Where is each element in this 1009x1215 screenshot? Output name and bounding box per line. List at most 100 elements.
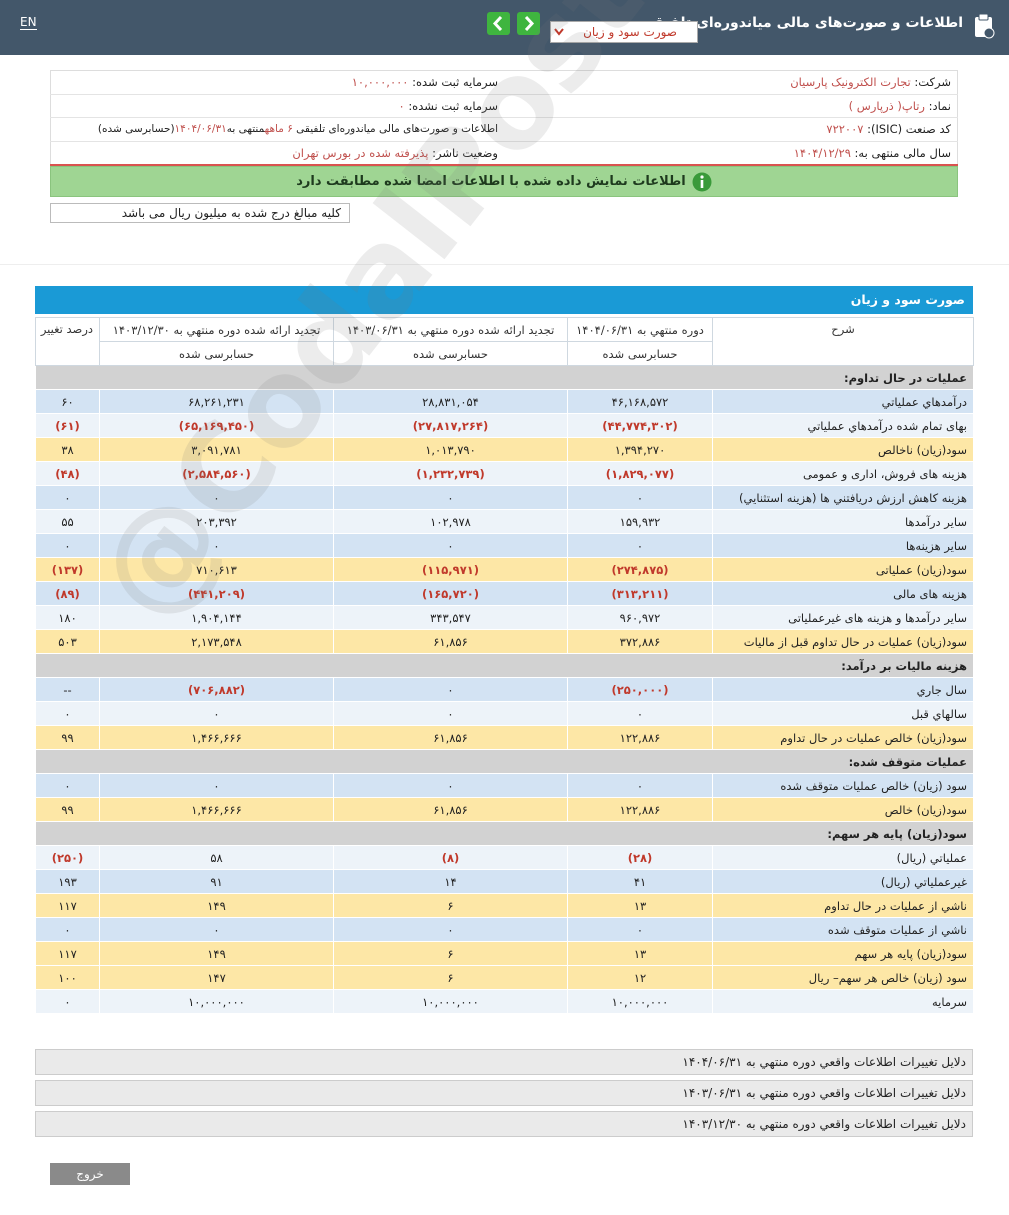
next-button[interactable] [517, 12, 540, 35]
cell-value: ۰ [35, 701, 100, 726]
data-row: عملياتي (ريال) (۲۸) (۸) ۵۸ (۲۵۰) [35, 845, 974, 870]
row-label: سود(زيان) پايه هر سهم [712, 941, 974, 966]
row-label: سرمايه [712, 989, 974, 1014]
cell-value: ۰ [333, 773, 568, 798]
label: وضعیت ناشر: [432, 145, 498, 160]
cell-value: ۶۸,۲۶۱,۲۳۱ [99, 389, 334, 414]
cell-value: ۰ [99, 917, 334, 942]
cell-value: ۱۳ [567, 941, 713, 966]
data-row: سود (زيان) خالص هر سهم– ريال ۱۲ ۶ ۱۴۷ ۱۰۰ [35, 965, 974, 990]
cell-value: ۰ [35, 485, 100, 510]
page-title: اطلاعات و صورت‌های مالی میاندوره‌ای تلفی… [640, 15, 963, 31]
exit-button[interactable]: خروج [50, 1163, 130, 1185]
cell-value: ۰ [35, 533, 100, 558]
row-label: ساير درآمدها [712, 509, 974, 534]
chevron [492, 15, 503, 32]
cell-value: (۸) [333, 845, 568, 870]
cell-value: ۱۳ [567, 893, 713, 918]
info-cell: سرمایه ثبت نشده: ۰ [50, 94, 504, 118]
cell-value: ۰ [35, 917, 100, 942]
data-row: سرمايه ۱۰,۰۰۰,۰۰۰ ۱۰,۰۰۰,۰۰۰ ۱۰,۰۰۰,۰۰۰ ۰ [35, 989, 974, 1014]
row-label: درآمدهاي عملياتي [712, 389, 974, 414]
section-label: هزینه مالیات بر درآمد: [35, 653, 974, 678]
cell-value: ۰ [567, 773, 713, 798]
subheader-cell: حسابرسی شده [333, 341, 568, 366]
cell-value: (۴۸) [35, 461, 100, 486]
clipboard-icon [975, 13, 995, 39]
cell-value: ۶ [333, 893, 568, 918]
info-icon [692, 172, 712, 191]
value: پذیرفته شده در بورس تهران [292, 145, 429, 160]
data-row: سالهاي قبل ۰ ۰ ۰ ۰ [35, 701, 974, 726]
statement-dropdown[interactable]: صورت سود و زیان [550, 21, 698, 43]
cell-value: ۹۹ [35, 725, 100, 750]
cell-value: ۱,۰۱۳,۷۹۰ [333, 437, 568, 462]
cell-value: ۷۱۰,۶۱۳ [99, 557, 334, 582]
cell-value: ۰ [99, 701, 334, 726]
info-cell: نماد: رتاپ( ذرپارس ) [504, 94, 958, 118]
notice-bar: اطلاعات نمایش داده شده با اطلاعات امضا ش… [50, 166, 958, 197]
top-bar: EN اطلاعات و صورت‌های مالی میاندوره‌ای ت… [0, 0, 1009, 55]
cell-value: ۰ [99, 533, 334, 558]
cell-value: (۶۱) [35, 413, 100, 438]
cell-value: ۱۱۷ [35, 941, 100, 966]
value: ۰ [398, 98, 405, 113]
cell-value: (۲۷,۸۱۷,۲۶۴) [333, 413, 568, 438]
header-cell: دوره منتهي به ۱۴۰۴/۰۶/۳۱ [567, 317, 713, 342]
row-label: ناشي از عمليات در حال تداوم [712, 893, 974, 918]
row-label: ساير درآمدها و هزينه هاى غيرعملياتى [712, 605, 974, 630]
info-cell: سرمایه ثبت شده: ۱۰,۰۰۰,۰۰۰ [50, 70, 504, 95]
row-label: سود (زيان) خالص هر سهم– ريال [712, 965, 974, 990]
cell-value: -- [35, 677, 100, 702]
section-label: عملیات در حال تداوم: [35, 365, 974, 390]
data-row: ساير درآمدها ۱۵۹,۹۳۲ ۱۰۲,۹۷۸ ۲۰۳,۳۹۲ ۵۵ [35, 509, 974, 534]
cell-value: (۱۱۵,۹۷۱) [333, 557, 568, 582]
separator [0, 264, 1009, 265]
data-row: سال جاري (۲۵۰,۰۰۰) ۰ (۷۰۶,۸۸۲) -- [35, 677, 974, 702]
row-label: سالهاي قبل [712, 701, 974, 726]
chevron [524, 15, 535, 32]
data-row: سود (زيان) خالص عمليات متوقف شده ۰ ۰ ۰ ۰ [35, 773, 974, 798]
cell-value: ۶۱,۸۵۶ [333, 725, 568, 750]
changes-link[interactable]: دلايل تغييرات اطلاعات واقعي دوره منتهي ب… [35, 1080, 973, 1106]
cell-value: ۱۲ [567, 965, 713, 990]
cell-value: ۰ [333, 701, 568, 726]
label: منتهی به [226, 123, 265, 136]
info-cell: اطلاعات و صورت‌های مالی میاندوره‌ای تلفی… [50, 117, 504, 142]
row-label: سایر هزینه‌ها [712, 533, 974, 558]
cell-value: (۲۵۰,۰۰۰) [567, 677, 713, 702]
row-label: سال جاري [712, 677, 974, 702]
header-cell: تجدید ارائه شده دوره منتهي به ۱۴۰۳/۰۶/۳۱ [333, 317, 568, 342]
cell-value: ۱۰۲,۹۷۸ [333, 509, 568, 534]
prev-button[interactable] [487, 12, 510, 35]
cell-value: ۰ [333, 677, 568, 702]
changes-link[interactable]: دلايل تغييرات اطلاعات واقعي دوره منتهي ب… [35, 1049, 973, 1075]
cell-value: ۱۰۰ [35, 965, 100, 990]
table-body: عملیات در حال تداوم: درآمدهاي عملياتي ۴۶,۱… [35, 365, 974, 1014]
cell-value: ۰ [567, 533, 713, 558]
cell-value: ۰ [567, 917, 713, 942]
subheader-row: حسابرسی شده حسابرسی شده حسابرسی شده [36, 341, 974, 366]
cell-value: ۰ [35, 989, 100, 1014]
cell-value: ۰ [333, 917, 568, 942]
value: رتاپ( ذرپارس ) [848, 98, 925, 113]
section-row: هزینه مالیات بر درآمد: [35, 653, 974, 678]
notice-text: اطلاعات نمایش داده شده با اطلاعات امضا ش… [296, 174, 686, 189]
data-row: ناشي از عمليات در حال تداوم ۱۳ ۶ ۱۴۹ ۱۱۷ [35, 893, 974, 918]
info-cell: شرکت: تجارت الکترونیک پارسیان [504, 70, 958, 95]
cell-value: ۱۱۷ [35, 893, 100, 918]
row-label: عملياتي (ريال) [712, 845, 974, 870]
data-row: سود(زيان) پايه هر سهم ۱۳ ۶ ۱۴۹ ۱۱۷ [35, 941, 974, 966]
cell-value: ۳۷۲,۸۸۶ [567, 629, 713, 654]
cell-value: (۱۶۵,۷۲۰) [333, 581, 568, 606]
changes-link[interactable]: دلايل تغييرات اطلاعات واقعي دوره منتهي ب… [35, 1111, 973, 1137]
divider [50, 164, 958, 166]
data-row: سایر هزینه‌ها ۰ ۰ ۰ ۰ [35, 533, 974, 558]
cell-value: ۱۸۰ [35, 605, 100, 630]
cell-value: ۹۱ [99, 869, 334, 894]
cell-value: ۱۴ [333, 869, 568, 894]
language-switch[interactable]: EN [20, 15, 37, 30]
label: اطلاعات و صورت‌های مالی میاندوره‌ای تلفی… [296, 123, 498, 136]
